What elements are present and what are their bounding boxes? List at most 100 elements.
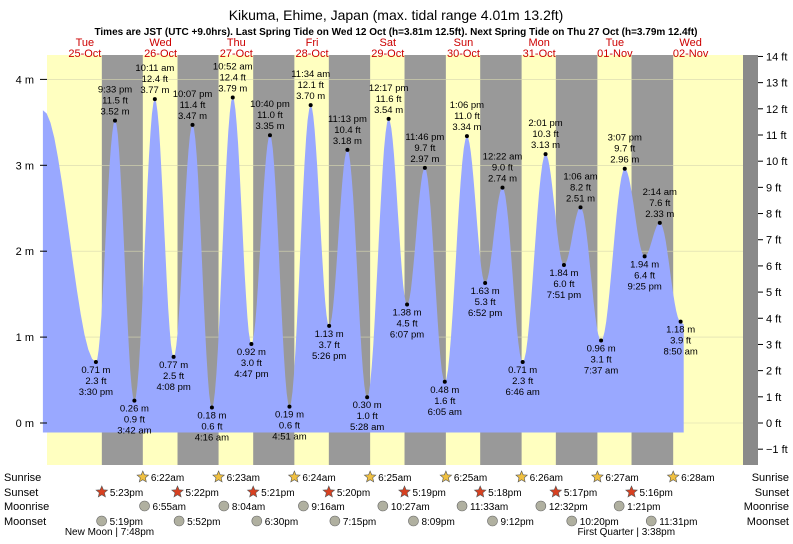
low-tide-marker: 0.92 m3.0 ft4:47 pm xyxy=(234,341,269,380)
tide-label: 4:16 am xyxy=(195,433,229,444)
low-tide-marker: 0.18 m0.6 ft4:16 am xyxy=(195,405,229,444)
sunset-icon xyxy=(171,485,184,498)
moonset-time: 9:12pm xyxy=(500,517,533,528)
tide-label: 2.5 ft xyxy=(163,371,184,382)
tide-point xyxy=(442,379,447,384)
tide-label: 3.0 ft xyxy=(241,358,262,369)
moonrise-time: 10:27am xyxy=(391,502,430,513)
moonset-icon xyxy=(251,515,263,527)
low-tide-marker: 1.94 m6.4 ft9:25 pm xyxy=(627,254,662,292)
tide-label: 12.4 ft xyxy=(220,72,247,83)
tide-label: 0.19 m xyxy=(275,410,304,421)
tide-label: 1.13 m xyxy=(315,329,344,340)
low-tide-marker: 0.48 m1.6 ft6:05 am xyxy=(428,379,462,418)
tide-label: 0.18 m xyxy=(197,411,226,422)
sunset-icon xyxy=(473,485,487,498)
tide-label: 6.4 ft xyxy=(634,270,655,281)
sunrise-time: 6:28am xyxy=(681,473,714,484)
high-tide-marker: 1:06 am8.2 ft2.51 m xyxy=(563,171,598,210)
right-tick-label: 0 ft xyxy=(766,418,781,430)
tide-label: 12.4 ft xyxy=(142,74,169,85)
right-tick-label: 14 ft xyxy=(766,51,787,63)
tide-label: 12:17 pm xyxy=(369,83,409,94)
tide-label: 5:26 pm xyxy=(312,351,346,362)
moonset-row-label: Moonset xyxy=(747,516,789,528)
day-date: 26-Oct xyxy=(144,48,177,60)
moonrise-time: 11:33am xyxy=(470,502,508,513)
moonset-time: 10:20pm xyxy=(580,517,619,528)
moonrise-time: 12:32pm xyxy=(549,502,588,513)
tide-label: 2.97 m xyxy=(410,154,439,165)
sunset-time: 5:20pm xyxy=(337,488,370,499)
tide-label: 1.94 m xyxy=(630,259,659,270)
sunset-icon xyxy=(95,485,109,498)
tide-label: 12:22 am xyxy=(483,152,523,163)
sunrise-time: 6:23am xyxy=(227,473,260,484)
tide-label: 0.71 m xyxy=(81,365,110,376)
tide-area xyxy=(42,97,684,433)
tide-label: 0.96 m xyxy=(587,344,616,355)
day-date: 25-Oct xyxy=(68,48,101,60)
sunrise-icon xyxy=(590,470,604,483)
sunset-time: 5:18pm xyxy=(488,488,521,499)
high-tide-marker: 11:46 pm9.7 ft2.97 m xyxy=(405,132,444,170)
tide-label: 0.30 m xyxy=(353,400,382,411)
moonset-icon xyxy=(566,515,578,527)
tide-label: 1:06 am xyxy=(563,171,597,182)
tide-label: 1.0 ft xyxy=(357,411,378,422)
tide-point xyxy=(622,166,627,171)
moonset-time: 5:19pm xyxy=(110,517,143,528)
left-tick-label: 1 m xyxy=(16,332,34,344)
tide-point xyxy=(678,319,683,324)
right-tick-label: −1 ft xyxy=(766,444,788,456)
tide-point xyxy=(657,220,662,225)
day-date: 31-Oct xyxy=(523,48,556,60)
sunset-time: 5:16pm xyxy=(640,488,673,499)
tide-label: 7:51 pm xyxy=(547,290,581,301)
low-tide-marker: 0.30 m1.0 ft5:28 am xyxy=(350,395,384,433)
low-tide-marker: 0.26 m0.9 ft3:42 am xyxy=(117,398,152,437)
tide-label: 6.0 ft xyxy=(553,279,574,290)
tide-label: 3:42 am xyxy=(117,426,151,437)
sunrise-icon xyxy=(515,470,529,483)
tide-point xyxy=(543,152,548,157)
tide-label: 2:01 pm xyxy=(528,118,562,129)
tide-label: 11.5 ft xyxy=(102,96,128,107)
moon-phase-label: First Quarter | 3:38pm xyxy=(577,527,675,538)
day-of-week: Fri xyxy=(306,37,319,49)
moonset-time: 8:09pm xyxy=(421,517,454,528)
tide-point xyxy=(93,360,98,365)
tide-label: 3.7 ft xyxy=(319,340,340,351)
day-of-week: Mon xyxy=(528,37,549,49)
tide-label: 11.6 ft xyxy=(376,94,402,105)
moonrise-time: 6:55am xyxy=(153,502,186,513)
sunrise-icon xyxy=(136,470,150,483)
day-of-week: Sun xyxy=(454,37,474,49)
tide-label: 2.74 m xyxy=(488,174,517,185)
tide-label: 1.6 ft xyxy=(434,396,455,407)
sunrise-icon xyxy=(439,470,453,483)
tide-label: 0.6 ft xyxy=(279,421,300,432)
tide-label: 4:51 am xyxy=(272,432,306,443)
tide-label: 3.77 m xyxy=(140,85,169,96)
day-date: 30-Oct xyxy=(447,48,480,60)
tide-label: 2:14 am xyxy=(643,187,677,198)
tide-label: 10:40 pm xyxy=(250,99,290,110)
tide-label: 6:52 pm xyxy=(468,308,502,319)
tide-point xyxy=(500,185,505,190)
right-tick-label: 1 ft xyxy=(766,392,781,404)
moonset-time: 6:30pm xyxy=(265,517,298,528)
tide-point xyxy=(190,122,195,127)
tide-label: 10:52 am xyxy=(213,61,253,72)
tide-point xyxy=(464,134,469,139)
moonrise-row-label: Moonrise xyxy=(744,501,789,513)
moonrise-row-label: Moonrise xyxy=(4,501,49,513)
tide-label: 3.79 m xyxy=(218,83,247,94)
